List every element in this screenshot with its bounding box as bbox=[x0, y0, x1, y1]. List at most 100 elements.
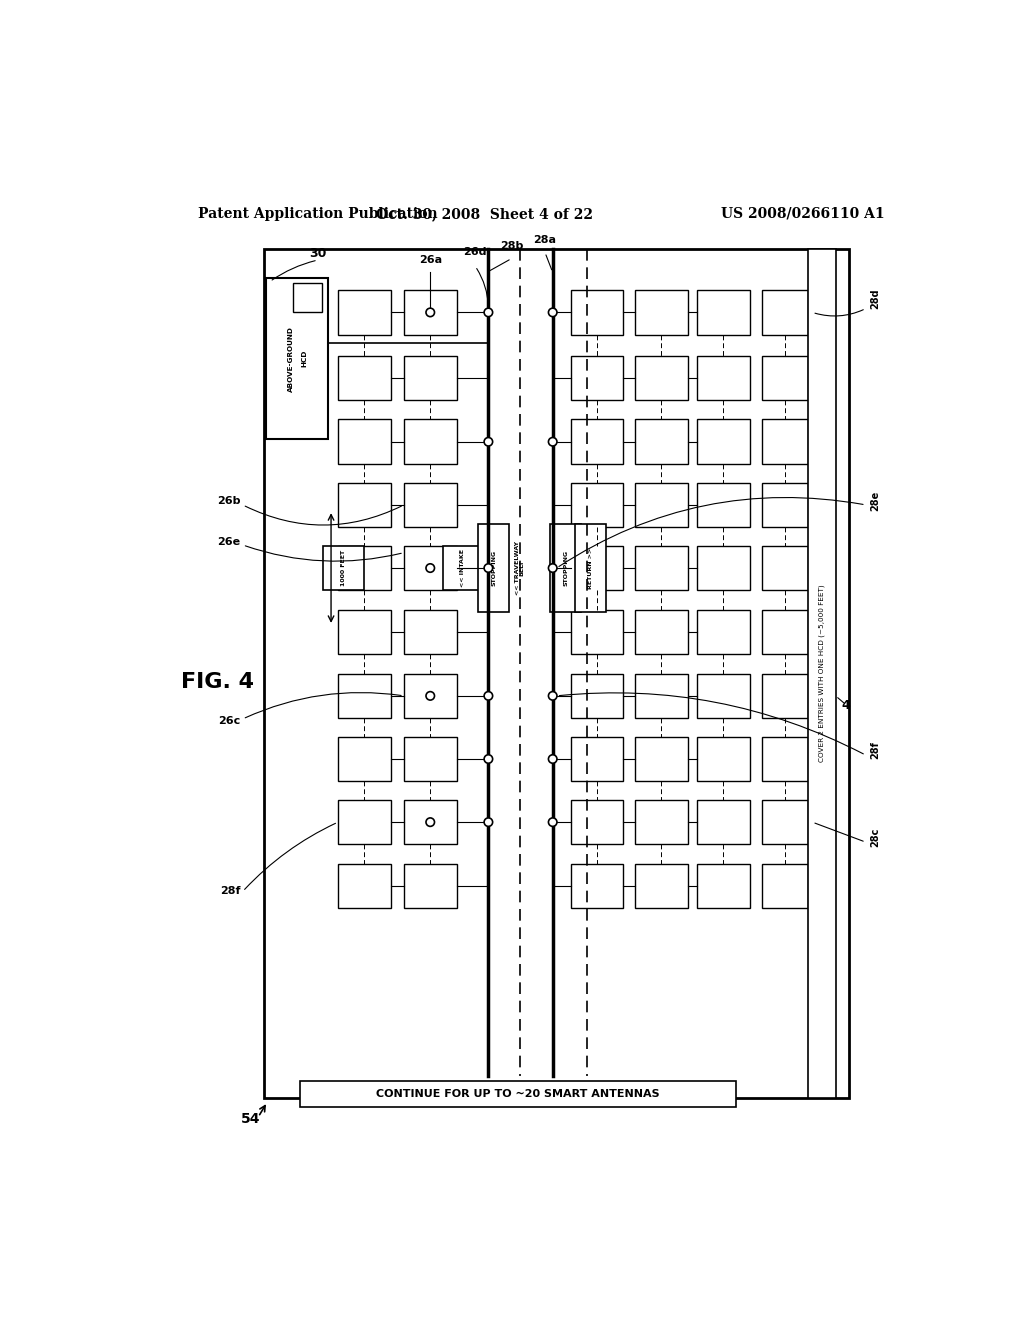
Bar bbox=[635, 673, 687, 718]
Bar bbox=[570, 483, 624, 527]
Circle shape bbox=[426, 818, 434, 826]
Bar bbox=[403, 737, 457, 781]
Circle shape bbox=[484, 818, 493, 826]
Bar bbox=[635, 610, 687, 655]
Text: 4: 4 bbox=[841, 698, 850, 711]
Bar bbox=[697, 355, 750, 400]
Bar bbox=[762, 800, 809, 845]
Text: 26b: 26b bbox=[217, 496, 241, 506]
Bar bbox=[403, 483, 457, 527]
Circle shape bbox=[549, 692, 557, 700]
Bar bbox=[300, 1081, 736, 1107]
Circle shape bbox=[549, 755, 557, 763]
Text: 28d: 28d bbox=[870, 288, 881, 309]
Text: 28a: 28a bbox=[534, 235, 556, 244]
Bar bbox=[697, 800, 750, 845]
Circle shape bbox=[549, 564, 557, 573]
Bar bbox=[403, 800, 457, 845]
Text: << TRAVELWAY: << TRAVELWAY bbox=[514, 541, 519, 595]
Text: US 2008/0266110 A1: US 2008/0266110 A1 bbox=[721, 207, 885, 220]
Bar bbox=[635, 420, 687, 465]
Bar bbox=[338, 673, 391, 718]
Bar bbox=[403, 290, 457, 335]
Bar bbox=[635, 737, 687, 781]
Circle shape bbox=[484, 437, 493, 446]
Text: STOPPING: STOPPING bbox=[563, 550, 568, 586]
Bar bbox=[403, 863, 457, 908]
Bar bbox=[762, 863, 809, 908]
Circle shape bbox=[484, 308, 493, 317]
Bar bbox=[570, 420, 624, 465]
Text: 28e: 28e bbox=[870, 491, 881, 511]
Bar bbox=[635, 863, 687, 908]
Bar bbox=[697, 420, 750, 465]
Text: Patent Application Publication: Patent Application Publication bbox=[198, 207, 437, 220]
Text: 54: 54 bbox=[241, 1113, 260, 1126]
Bar bbox=[762, 355, 809, 400]
Text: 26a: 26a bbox=[419, 255, 441, 264]
Circle shape bbox=[426, 564, 434, 573]
Circle shape bbox=[484, 755, 493, 763]
Circle shape bbox=[426, 308, 434, 317]
Text: 28f: 28f bbox=[220, 887, 241, 896]
Text: BELT: BELT bbox=[519, 560, 524, 576]
Bar bbox=[697, 290, 750, 335]
Bar bbox=[635, 355, 687, 400]
Bar bbox=[570, 863, 624, 908]
Bar bbox=[762, 737, 809, 781]
Bar bbox=[570, 800, 624, 845]
Bar bbox=[478, 524, 509, 612]
Bar bbox=[762, 545, 809, 590]
Bar bbox=[570, 290, 624, 335]
Bar bbox=[403, 545, 457, 590]
Text: 1000 FEET: 1000 FEET bbox=[341, 550, 346, 586]
Bar bbox=[635, 545, 687, 590]
Bar bbox=[338, 737, 391, 781]
Text: 26e: 26e bbox=[217, 537, 241, 546]
Bar bbox=[762, 673, 809, 718]
Bar bbox=[762, 290, 809, 335]
Bar bbox=[338, 420, 391, 465]
Bar bbox=[635, 290, 687, 335]
Bar bbox=[570, 610, 624, 655]
Text: 28b: 28b bbox=[500, 240, 523, 251]
Bar bbox=[635, 483, 687, 527]
Circle shape bbox=[484, 564, 493, 573]
Bar bbox=[697, 863, 750, 908]
Text: 26d: 26d bbox=[464, 247, 487, 257]
Bar bbox=[570, 355, 624, 400]
Bar bbox=[338, 800, 391, 845]
Bar bbox=[338, 610, 391, 655]
Text: << INTAKE: << INTAKE bbox=[461, 549, 465, 587]
Bar bbox=[808, 249, 836, 1098]
Bar bbox=[697, 545, 750, 590]
Bar bbox=[697, 737, 750, 781]
Text: 30: 30 bbox=[309, 247, 327, 260]
Bar bbox=[762, 420, 809, 465]
Bar bbox=[403, 420, 457, 465]
Bar bbox=[442, 545, 483, 590]
Text: 28c: 28c bbox=[870, 828, 881, 847]
Bar bbox=[338, 355, 391, 400]
Bar bbox=[697, 483, 750, 527]
Bar bbox=[570, 673, 624, 718]
Text: 28f: 28f bbox=[870, 741, 881, 759]
Text: FIG. 4: FIG. 4 bbox=[180, 672, 254, 692]
Text: Oct. 30, 2008  Sheet 4 of 22: Oct. 30, 2008 Sheet 4 of 22 bbox=[376, 207, 593, 220]
Bar bbox=[266, 277, 328, 440]
Circle shape bbox=[549, 308, 557, 317]
Bar bbox=[293, 284, 322, 313]
Circle shape bbox=[484, 692, 493, 700]
Bar bbox=[338, 290, 391, 335]
Bar bbox=[635, 800, 687, 845]
Circle shape bbox=[426, 692, 434, 700]
Bar bbox=[403, 355, 457, 400]
Bar bbox=[762, 610, 809, 655]
Bar bbox=[403, 610, 457, 655]
Bar bbox=[338, 545, 391, 590]
Bar bbox=[550, 524, 582, 612]
Bar bbox=[263, 249, 849, 1098]
Text: HCD: HCD bbox=[302, 350, 307, 367]
Bar bbox=[762, 483, 809, 527]
Bar bbox=[697, 673, 750, 718]
